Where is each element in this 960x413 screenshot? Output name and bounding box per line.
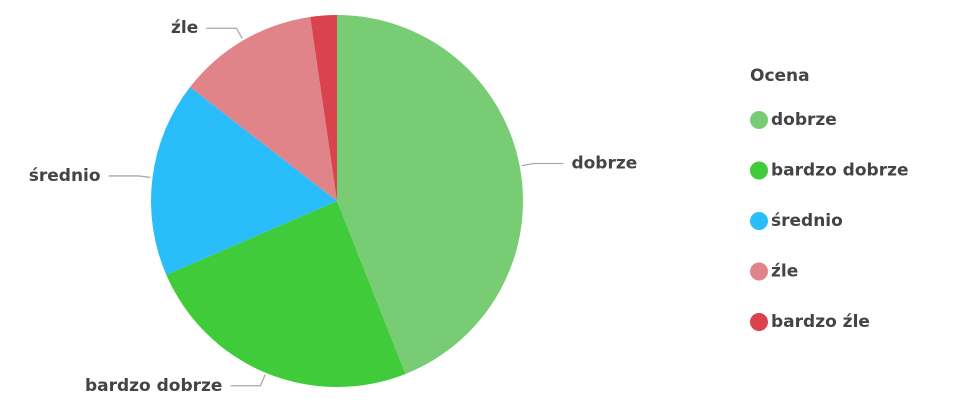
pie-slice <box>166 201 406 387</box>
legend-swatch <box>750 212 768 230</box>
legend-label: średnio <box>771 211 843 231</box>
legend-title: Ocena <box>750 66 810 86</box>
slice-label: źle <box>171 18 198 38</box>
pie-slice <box>310 15 337 201</box>
pie-slice <box>337 15 523 374</box>
legend-label: dobrze <box>771 110 837 130</box>
leader-line <box>521 162 564 167</box>
legend-label: bardzo dobrze <box>771 161 909 181</box>
legend-swatch <box>750 262 768 281</box>
slice-label: dobrze <box>571 154 637 174</box>
leader-line <box>108 175 151 179</box>
legend-swatch <box>750 161 768 180</box>
legend-swatch <box>750 111 768 129</box>
legend-swatch <box>750 313 768 331</box>
pie-slice <box>190 16 337 201</box>
leader-line <box>230 374 266 387</box>
leader-line <box>206 27 243 39</box>
legend-label: bardzo źle <box>771 312 870 332</box>
legend-label: źle <box>771 262 798 282</box>
slice-label: bardzo dobrze <box>85 376 223 396</box>
slice-label: średnio <box>29 166 101 186</box>
pie-slice <box>151 86 337 275</box>
